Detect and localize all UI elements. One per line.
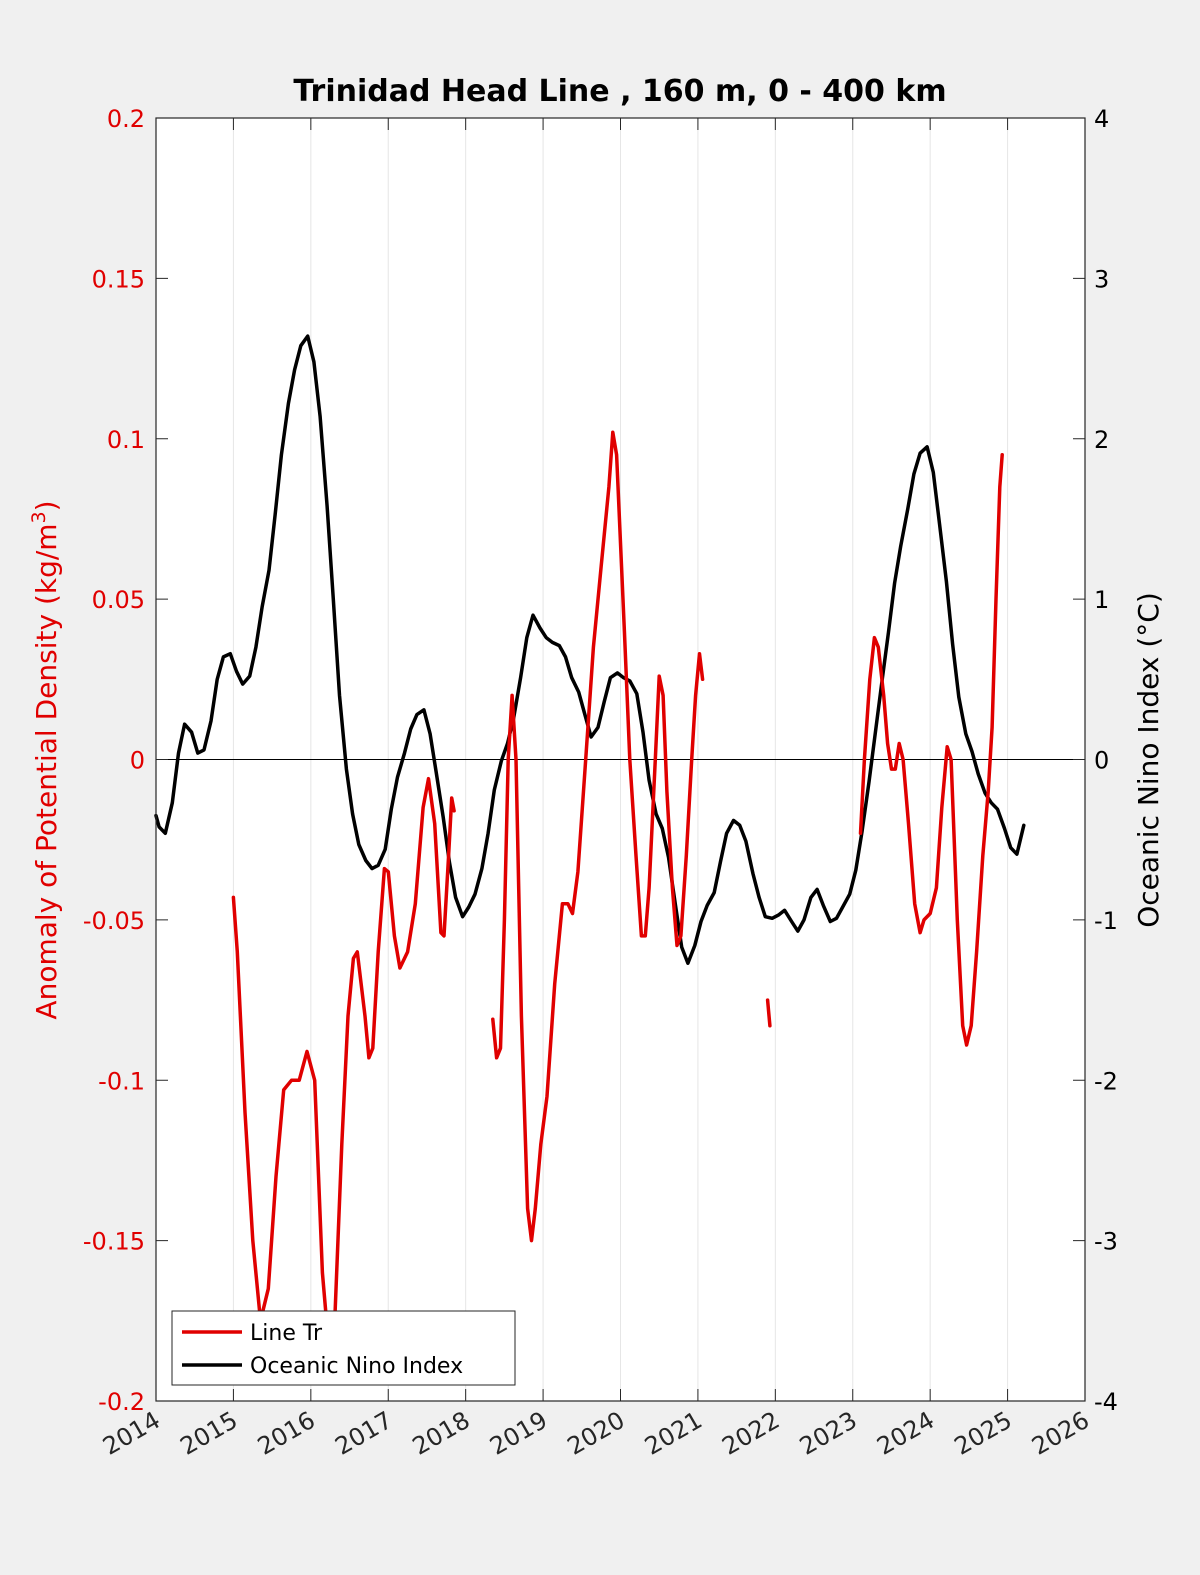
x-tick-label: 2016 — [253, 1406, 320, 1461]
left-tick-label: 0 — [130, 747, 145, 775]
left-axis-label-sup: 3 — [28, 511, 50, 523]
x-tick-label: 2020 — [563, 1406, 630, 1461]
left-tick-label: -0.1 — [98, 1067, 145, 1095]
chart-title: Trinidad Head Line , 160 m, 0 - 400 km — [293, 74, 946, 109]
right-tick-label: 0 — [1094, 747, 1109, 775]
legend-label-line-tr: Line Tr — [250, 1321, 323, 1346]
right-tick-label: -2 — [1094, 1067, 1118, 1095]
x-tick-label: 2018 — [408, 1406, 475, 1461]
left-tick-label: 0.1 — [107, 426, 145, 454]
right-tick-label: 3 — [1094, 265, 1109, 293]
series-line-line-tr-segment-3 — [858, 453, 1004, 1047]
series-line-line-tr-segment-2 — [765, 998, 772, 1028]
legend-box — [171, 1310, 516, 1386]
x-tick-label: 2021 — [640, 1406, 707, 1461]
left-y-axis: -0.2 -0.15 -0.1 -0.05 0 0.05 0.1 0.15 0.2 — [83, 105, 168, 1416]
x-tick-label: 2024 — [872, 1406, 939, 1461]
right-tick-label: 1 — [1094, 586, 1109, 614]
x-tick-label: 2017 — [330, 1406, 397, 1461]
right-axis-label: Oceanic Nino Index (°C) — [1132, 592, 1165, 928]
series-line-line-tr-segment-1 — [491, 430, 705, 1243]
left-axis-label-main: Anomaly of Potential Density (kg/m — [30, 523, 63, 1019]
left-tick-label: -0.05 — [83, 907, 145, 935]
legend-label-oni: Oceanic Nino Index — [250, 1354, 463, 1379]
right-y-axis: -4 -3 -2 -1 0 1 2 3 4 — [1073, 105, 1118, 1416]
left-tick-label: -0.2 — [98, 1388, 145, 1416]
right-tick-label: 4 — [1094, 105, 1109, 133]
x-tick-label: 2026 — [1027, 1406, 1094, 1461]
legend: Line Tr Oceanic Nino Index — [171, 1310, 516, 1386]
left-axis-label-end: ) — [30, 500, 63, 511]
right-tick-label: -3 — [1094, 1228, 1118, 1256]
left-tick-label: 0.15 — [92, 265, 145, 293]
series-layer — [154, 334, 1026, 1339]
x-tick-label: 2019 — [485, 1406, 552, 1461]
x-tick-label: 2023 — [795, 1406, 862, 1461]
x-tick-label: 2025 — [950, 1406, 1017, 1461]
right-tick-label: -1 — [1094, 907, 1118, 935]
series-line-line-tr-segment-0 — [231, 776, 456, 1339]
left-tick-label: 0.05 — [92, 586, 145, 614]
right-tick-label: 2 — [1094, 426, 1109, 454]
x-tick-label: 2022 — [717, 1406, 784, 1461]
x-tick-label: 2015 — [176, 1406, 243, 1461]
left-tick-label: 0.2 — [107, 105, 145, 133]
left-tick-label: -0.15 — [83, 1228, 145, 1256]
left-axis-label: Anomaly of Potential Density (kg/m3) — [28, 500, 63, 1019]
right-tick-label: -4 — [1094, 1388, 1118, 1416]
